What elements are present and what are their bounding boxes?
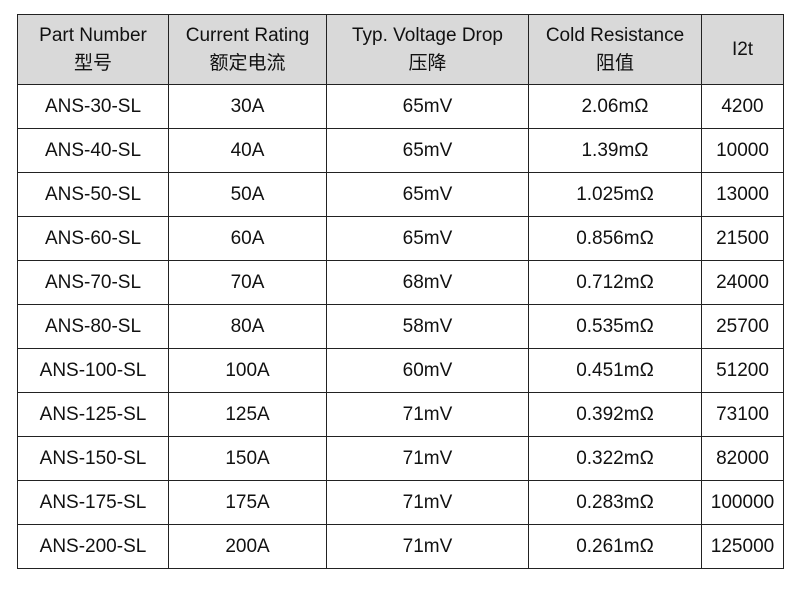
table-cell: 0.283mΩ	[528, 480, 702, 525]
table-cell: 71mV	[326, 480, 529, 525]
table-cell: 100A	[168, 348, 327, 393]
table-cell: ANS-30-SL	[17, 84, 169, 129]
table-cell: 100000	[701, 480, 784, 525]
table-cell: 73100	[701, 392, 784, 437]
table-cell: 80A	[168, 304, 327, 349]
column-header: I2t	[701, 14, 784, 85]
table-cell: 65mV	[326, 172, 529, 217]
table-cell: 0.392mΩ	[528, 392, 702, 437]
table-cell: 60A	[168, 216, 327, 261]
table-row: ANS-30-SL 30A 65mV 2.06mΩ 4200	[17, 84, 784, 129]
table-cell: 175A	[168, 480, 327, 525]
table-cell: 10000	[701, 128, 784, 173]
column-header: Current Rating 额定电流	[168, 14, 327, 85]
table-cell: 4200	[701, 84, 784, 129]
header-en: I2t	[731, 38, 754, 60]
header-row: Part Number 型号 Current Rating 额定电流 Typ. Volt…	[17, 14, 784, 85]
table-row: ANS-150-SL 150A 71mV 0.322mΩ 82000	[17, 436, 784, 481]
table-cell: 51200	[701, 348, 784, 393]
table-cell: 0.322mΩ	[528, 436, 702, 481]
header-en: Typ. Voltage Drop	[351, 24, 504, 46]
table-cell: 200A	[168, 524, 327, 569]
table-cell: 24000	[701, 260, 784, 305]
header-en: Cold Resistance	[545, 24, 685, 46]
table-cell: 0.261mΩ	[528, 524, 702, 569]
column-header: Part Number 型号	[17, 14, 169, 85]
header-en: Current Rating	[185, 24, 310, 46]
table-cell: ANS-80-SL	[17, 304, 169, 349]
table-row: ANS-40-SL 40A 65mV 1.39mΩ 10000	[17, 128, 784, 173]
table-row: ANS-125-SL 125A 71mV 0.392mΩ 73100	[17, 392, 784, 437]
table-cell: 65mV	[326, 128, 529, 173]
table-cell: ANS-150-SL	[17, 436, 169, 481]
table-cell: 71mV	[326, 392, 529, 437]
header-zh: 型号	[73, 52, 112, 74]
table-cell: ANS-200-SL	[17, 524, 169, 569]
table-row: ANS-60-SL 60A 65mV 0.856mΩ 21500	[17, 216, 784, 261]
table-cell: 60mV	[326, 348, 529, 393]
header-zh: 阻值	[595, 52, 634, 74]
table-cell: 71mV	[326, 524, 529, 569]
table-row: ANS-100-SL 100A 60mV 0.451mΩ 51200	[17, 348, 784, 393]
table-cell: 65mV	[326, 84, 529, 129]
table-cell: 21500	[701, 216, 784, 261]
table-cell: ANS-40-SL	[17, 128, 169, 173]
table-cell: 30A	[168, 84, 327, 129]
table-cell: 125000	[701, 524, 784, 569]
table-row: ANS-175-SL 175A 71mV 0.283mΩ 100000	[17, 480, 784, 525]
table-cell: 2.06mΩ	[528, 84, 702, 129]
table-cell: ANS-60-SL	[17, 216, 169, 261]
table-cell: 25700	[701, 304, 784, 349]
table-cell: 0.856mΩ	[528, 216, 702, 261]
table-cell: 0.535mΩ	[528, 304, 702, 349]
table-cell: 1.39mΩ	[528, 128, 702, 173]
column-header: Cold Resistance 阻值	[528, 14, 702, 85]
table-cell: 82000	[701, 436, 784, 481]
table-body: ANS-30-SL 30A 65mV 2.06mΩ 4200 ANS-40-SL 40A 65…	[17, 84, 784, 569]
table-cell: 50A	[168, 172, 327, 217]
table-cell: 0.451mΩ	[528, 348, 702, 393]
table-cell: 1.025mΩ	[528, 172, 702, 217]
table-cell: 58mV	[326, 304, 529, 349]
table-cell: 65mV	[326, 216, 529, 261]
table-cell: 68mV	[326, 260, 529, 305]
column-header: Typ. Voltage Drop 压降	[326, 14, 529, 85]
table-cell: 125A	[168, 392, 327, 437]
table-cell: 150A	[168, 436, 327, 481]
header-zh: 压降	[408, 52, 447, 74]
table-cell: ANS-50-SL	[17, 172, 169, 217]
table-cell: 71mV	[326, 436, 529, 481]
header-en: Part Number	[39, 24, 147, 46]
header-zh: 额定电流	[209, 52, 286, 74]
spec-table: Part Number 型号 Current Rating 额定电流 Typ. Volt…	[17, 14, 784, 569]
table-row: ANS-50-SL 50A 65mV 1.025mΩ 13000	[17, 172, 784, 217]
table-cell: 40A	[168, 128, 327, 173]
table-cell: ANS-175-SL	[17, 480, 169, 525]
table-cell: ANS-100-SL	[17, 348, 169, 393]
table-row: ANS-70-SL 70A 68mV 0.712mΩ 24000	[17, 260, 784, 305]
table-row: ANS-80-SL 80A 58mV 0.535mΩ 25700	[17, 304, 784, 349]
table-cell: 13000	[701, 172, 784, 217]
table-cell: ANS-125-SL	[17, 392, 169, 437]
table-cell: 0.712mΩ	[528, 260, 702, 305]
table-cell: ANS-70-SL	[17, 260, 169, 305]
table-cell: 70A	[168, 260, 327, 305]
table-row: ANS-200-SL 200A 71mV 0.261mΩ 125000	[17, 524, 784, 569]
